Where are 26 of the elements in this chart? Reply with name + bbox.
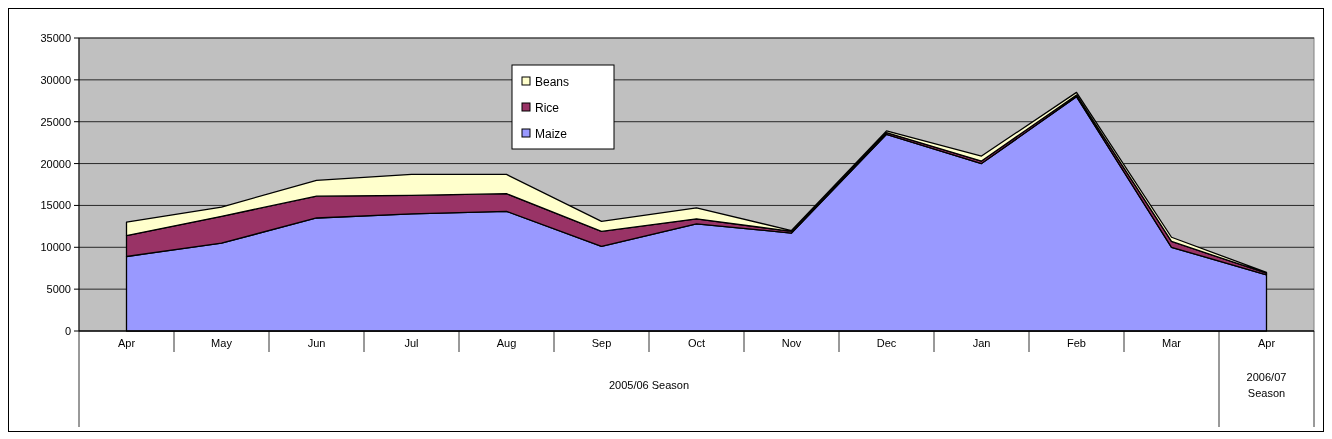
y-tick-label: 0 [64, 325, 71, 337]
y-tick-label: 20000 [40, 157, 71, 170]
legend-label: Beans [535, 75, 570, 89]
y-tick-label: 30000 [40, 73, 71, 86]
text: 2006/07 Season [1246, 371, 1287, 399]
y-tick-label: 5000 [46, 283, 71, 296]
x-tick-label: Jun [307, 337, 326, 349]
y-tick-label: 10000 [40, 241, 71, 254]
x-tick-label: Nov [781, 337, 802, 349]
x-tick-label: Apr [1257, 337, 1276, 349]
text: 2005/06 Season [608, 379, 690, 391]
x-tick-label: Sep [591, 337, 612, 349]
x-tick-label: Aug [496, 337, 517, 349]
x-tick-label: May [211, 337, 233, 349]
y-tick-label: 35000 [40, 32, 71, 44]
y-tick-label: 15000 [40, 199, 71, 212]
x-tick-label: Jul [404, 337, 419, 349]
x-tick-label: Jan [972, 337, 991, 349]
legend-label: Maize [535, 127, 568, 141]
y-tick-label: 25000 [40, 115, 71, 128]
x-tick-label: Apr [117, 337, 136, 349]
x-tick-label: Mar [1162, 337, 1182, 349]
x-tick-label: Dec [876, 337, 897, 349]
x-tick-label: Oct [687, 337, 706, 349]
legend-label: Rice [535, 101, 560, 115]
x-tick-label: Feb [1067, 337, 1086, 349]
